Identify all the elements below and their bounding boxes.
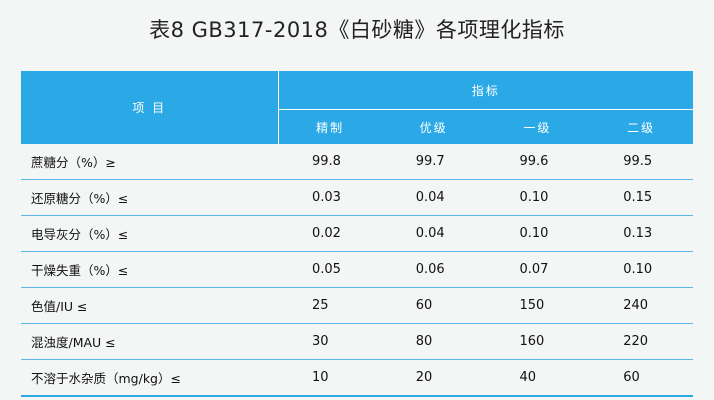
cell-value: 80 [381,323,486,360]
cell-value: 99.5 [589,144,694,180]
cell-value: 10 [278,359,382,397]
cell-value: 0.02 [278,215,382,252]
cell-value: 0.07 [485,251,590,288]
cell-value: 0.10 [485,215,590,252]
table-row: 电导灰分（%）≤ 0.02 0.04 0.10 0.13 [21,215,694,252]
table-row: 干燥失重（%）≤ 0.05 0.06 0.07 0.10 [21,251,694,288]
cell-value: 40 [485,359,590,397]
row-label: 蔗糖分（%）≥ [21,144,278,180]
row-label: 不溶于水杂质（mg/kg）≤ [21,359,278,397]
cell-value: 25 [278,287,382,324]
cell-value: 0.10 [485,179,590,216]
table-header: 项 目 指标 精制 优级 一级 二级 [21,71,694,144]
row-label: 色值/IU ≤ [21,287,278,324]
cell-value: 20 [381,359,486,397]
table-row: 还原糖分（%）≤ 0.03 0.04 0.10 0.15 [21,179,694,216]
table-row: 不溶于水杂质（mg/kg）≤ 10 20 40 60 [21,359,694,397]
table-row: 蔗糖分（%）≥ 99.8 99.7 99.6 99.5 [21,144,694,180]
cell-value: 0.15 [589,179,694,216]
header-grade-first: 一级 [485,109,590,144]
cell-value: 0.04 [381,215,486,252]
cell-value: 0.13 [589,215,694,252]
row-label: 混浊度/MAU ≤ [21,323,278,360]
table-body: 蔗糖分（%）≥ 99.8 99.7 99.6 99.5 还原糖分（%）≤ 0.0… [21,144,694,397]
row-label: 还原糖分（%）≤ [21,179,278,216]
row-label: 电导灰分（%）≤ [21,215,278,252]
cell-value: 0.04 [381,179,486,216]
header-grade-refined: 精制 [278,109,382,144]
cell-value: 220 [589,323,694,360]
cell-value: 99.7 [381,144,486,180]
cell-value: 150 [485,287,590,324]
table-row: 混浊度/MAU ≤ 30 80 160 220 [21,323,694,360]
cell-value: 60 [381,287,486,324]
cell-value: 30 [278,323,382,360]
header-row-2: 精制 优级 一级 二级 [21,109,694,144]
cell-value: 0.10 [589,251,694,288]
cell-value: 160 [485,323,590,360]
table-row: 色值/IU ≤ 25 60 150 240 [21,287,694,324]
cell-value: 240 [589,287,694,324]
cell-value: 99.8 [278,144,382,180]
cell-value: 99.6 [485,144,590,180]
header-row-1: 项 目 指标 [21,71,694,144]
row-label: 干燥失重（%）≤ [21,251,278,288]
cell-value: 0.03 [278,179,382,216]
spec-table: 项 目 指标 精制 优级 一级 二级 蔗糖分（%）≥ 99.8 99.7 99.… [21,71,694,397]
cell-value: 0.05 [278,251,382,288]
header-grade-second: 二级 [589,109,694,144]
cell-value: 60 [589,359,694,397]
table-title: 表8 GB317-2018《白砂糖》各项理化指标 [149,18,565,42]
header-item: 项 目 [21,71,279,144]
header-group: 指标 [278,71,694,110]
cell-value: 0.06 [381,251,486,288]
header-grade-superior: 优级 [381,109,486,144]
